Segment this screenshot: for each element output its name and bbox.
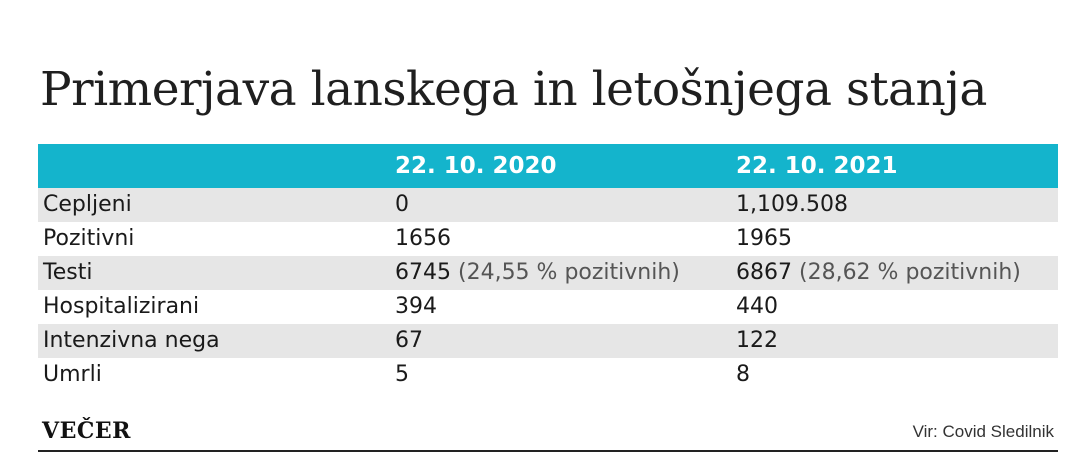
- value-2020: 394: [395, 290, 437, 324]
- value-2020: 0: [395, 188, 409, 222]
- row-label: Cepljeni: [43, 192, 132, 217]
- value-number: 8: [736, 362, 750, 387]
- value-2020: 67: [395, 324, 423, 358]
- value-number: 1965: [736, 226, 792, 251]
- table-row: Umrli 5 8: [38, 358, 1058, 392]
- value-number: 1,109.508: [736, 192, 848, 217]
- row-label: Pozitivni: [43, 226, 135, 251]
- table-row: Pozitivni 1656 1965: [38, 222, 1058, 256]
- row-label: Umrli: [43, 362, 102, 387]
- value-number: 122: [736, 328, 778, 353]
- source-credit: Vir: Covid Sledilnik: [912, 422, 1054, 441]
- footer: VEČER Vir: Covid Sledilnik: [38, 414, 1058, 452]
- value-2021: 1965: [736, 222, 792, 256]
- page-title: Primerjava lanskega in letošnjega stanja: [40, 62, 987, 117]
- header-date-2020: 22. 10. 2020: [395, 153, 557, 179]
- row-label: Hospitalizirani: [43, 294, 200, 319]
- row-label: Intenzivna nega: [43, 328, 220, 353]
- value-2020: 1656: [395, 222, 451, 256]
- value-2021: 1,109.508: [736, 188, 848, 222]
- value-number: 6867: [736, 260, 792, 285]
- value-number: 440: [736, 294, 778, 319]
- table-row: Hospitalizirani 394 440: [38, 290, 1058, 324]
- value-2020: 5: [395, 358, 409, 392]
- table-row: Testi 6745 (24,55 % pozitivnih) 6867 (28…: [38, 256, 1058, 290]
- table-row: Cepljeni 0 1,109.508: [38, 188, 1058, 222]
- value-2021: 122: [736, 324, 778, 358]
- value-number: 6745: [395, 260, 451, 285]
- value-number: 0: [395, 192, 409, 217]
- value-note: (24,55 % pozitivnih): [451, 260, 680, 285]
- comparison-table: 22. 10. 2020 22. 10. 2021 Cepljeni 0 1,1…: [38, 144, 1058, 392]
- value-2021: 8: [736, 358, 750, 392]
- value-2021: 440: [736, 290, 778, 324]
- row-label: Testi: [43, 260, 93, 285]
- value-number: 394: [395, 294, 437, 319]
- value-number: 5: [395, 362, 409, 387]
- value-2021: 6867 (28,62 % pozitivnih): [736, 256, 1021, 290]
- value-number: 1656: [395, 226, 451, 251]
- vecer-logo: VEČER: [42, 418, 131, 444]
- table-row: Intenzivna nega 67 122: [38, 324, 1058, 358]
- table-header-row: 22. 10. 2020 22. 10. 2021: [38, 144, 1058, 188]
- value-2020: 6745 (24,55 % pozitivnih): [395, 256, 680, 290]
- header-date-2021: 22. 10. 2021: [736, 153, 898, 179]
- value-number: 67: [395, 328, 423, 353]
- value-note: (28,62 % pozitivnih): [792, 260, 1021, 285]
